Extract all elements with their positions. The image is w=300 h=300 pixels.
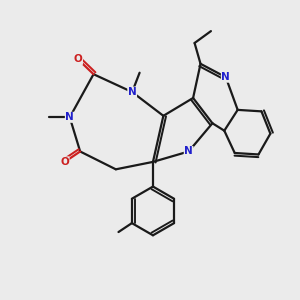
Text: O: O (74, 54, 82, 64)
Text: N: N (221, 72, 230, 82)
Text: N: N (128, 87, 136, 97)
Text: N: N (184, 146, 193, 157)
Text: O: O (60, 157, 69, 167)
Text: N: N (65, 112, 74, 122)
